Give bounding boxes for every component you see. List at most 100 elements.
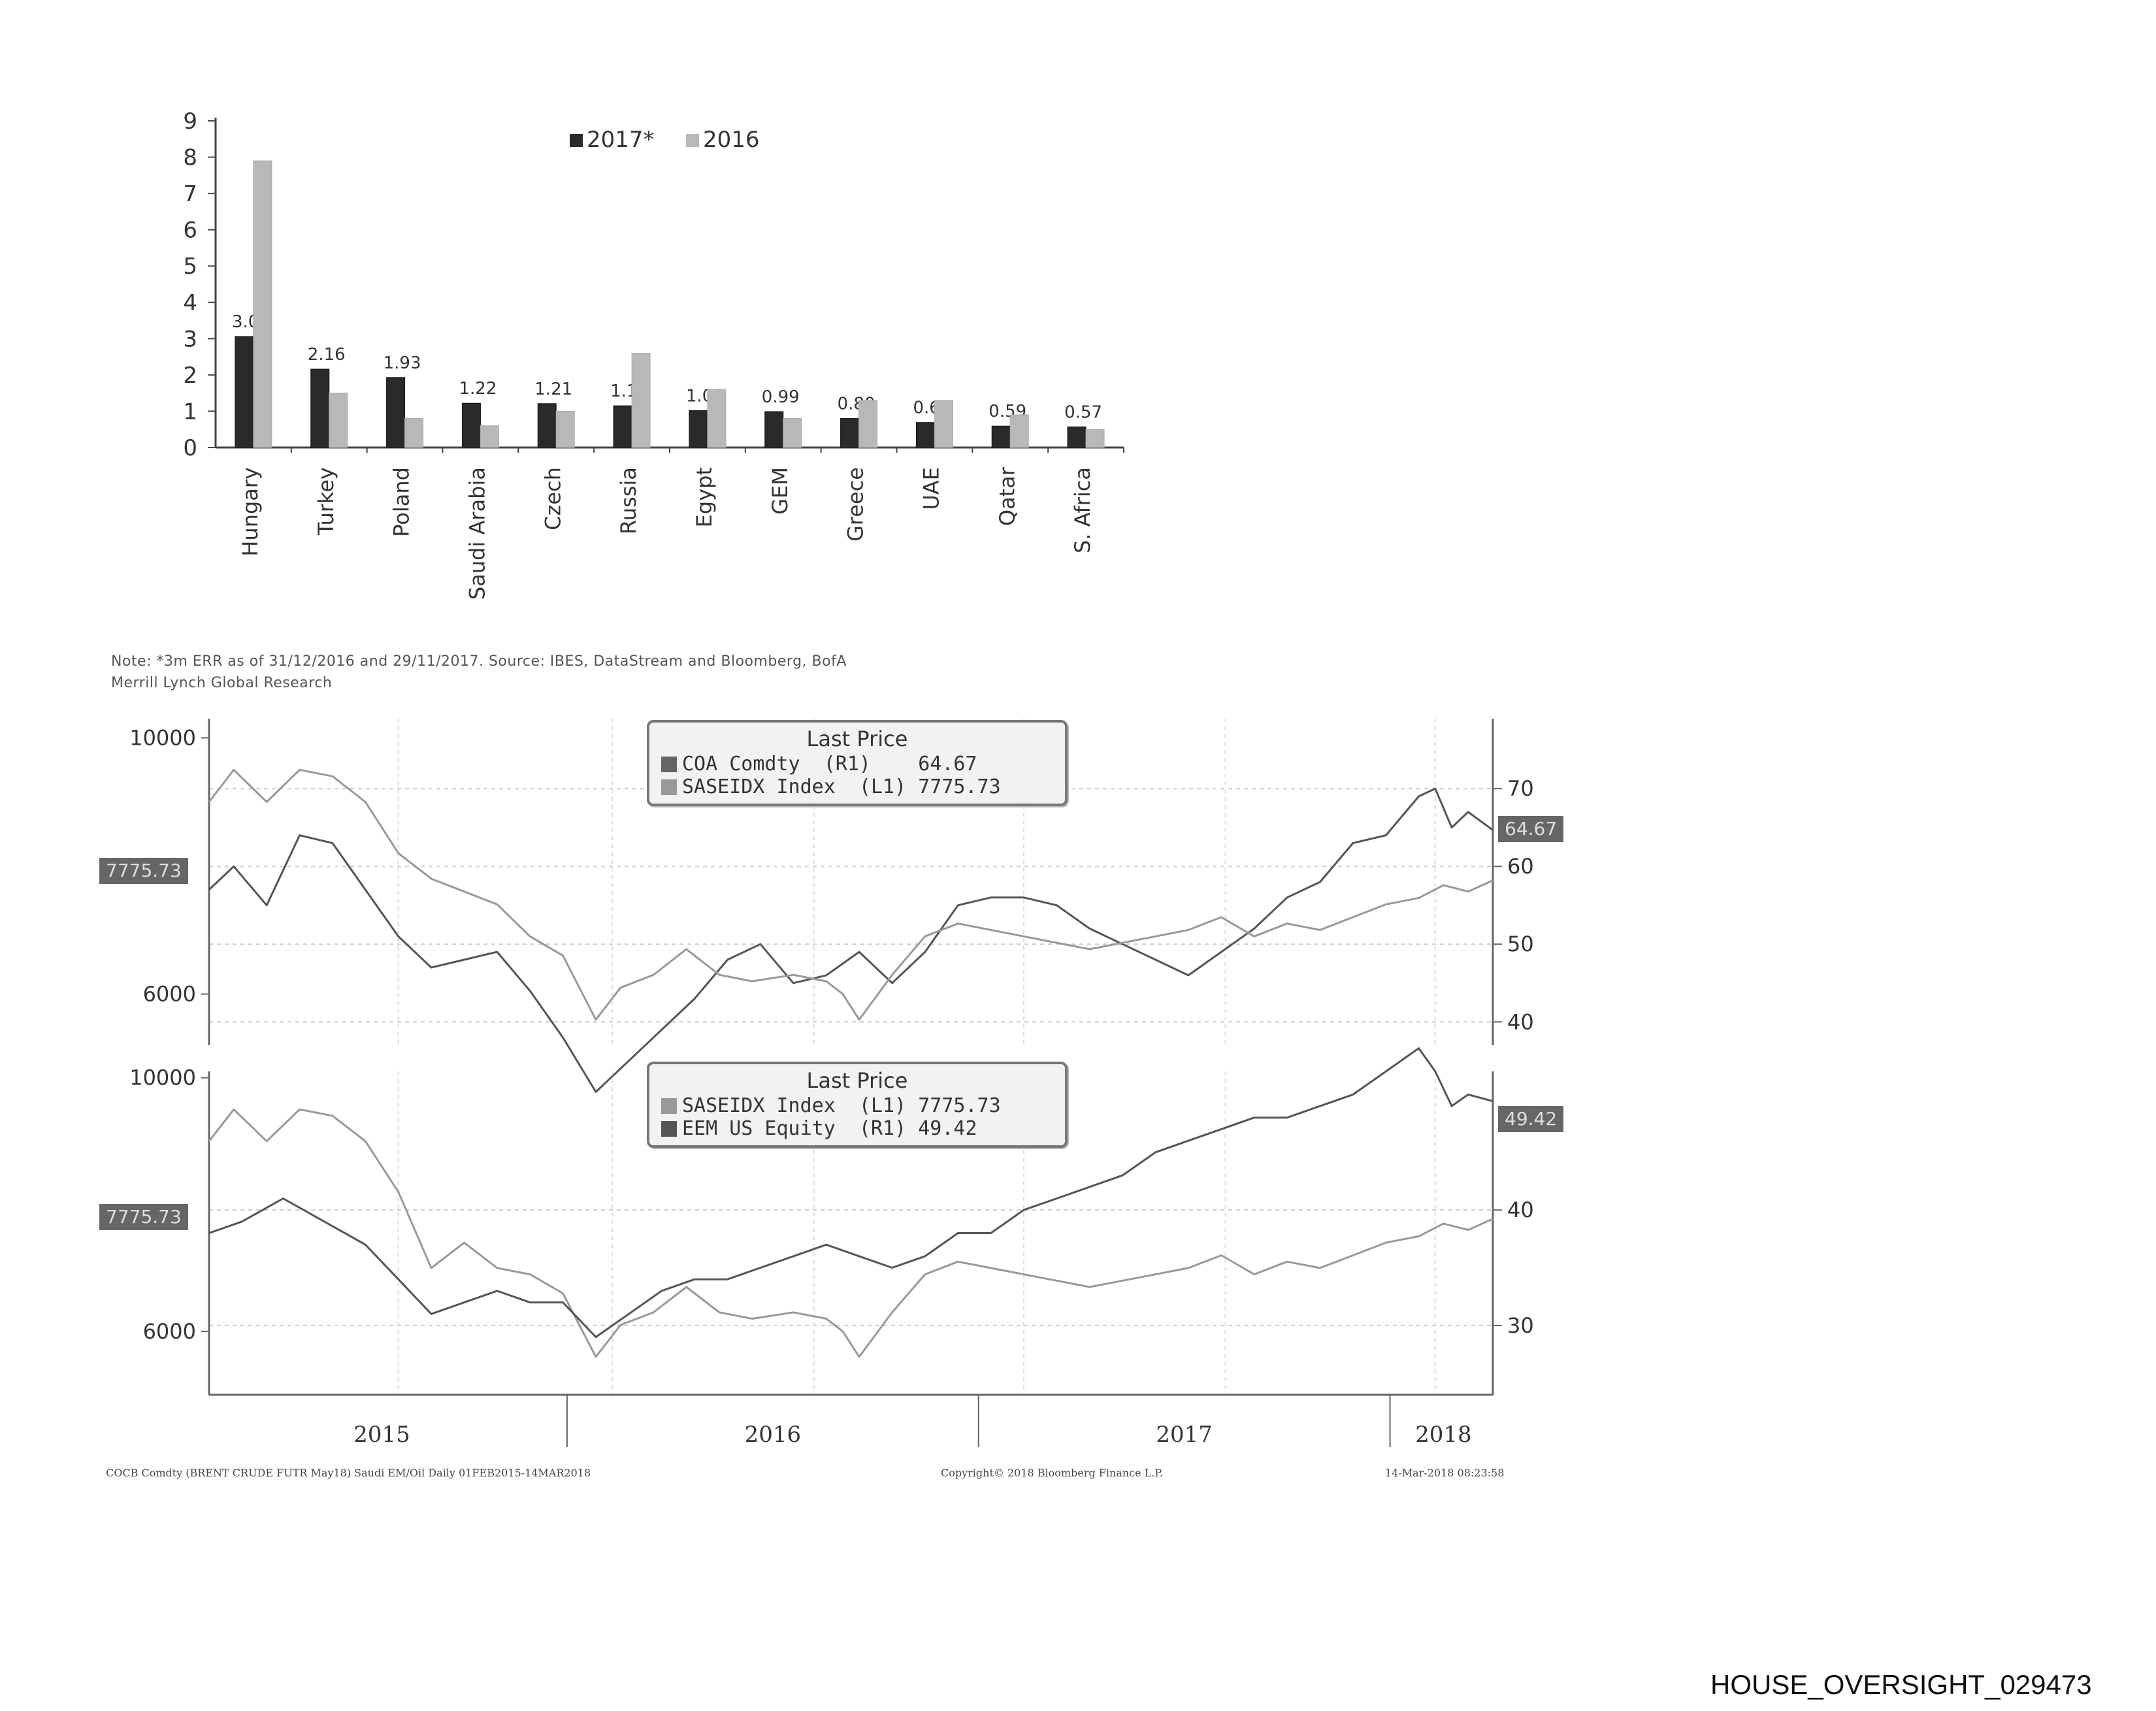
bottom-legend-row-eem: EEM US Equity (R1) 49.42 [661, 1117, 1053, 1140]
bar-y-tick-label: 8 [183, 145, 197, 171]
bar-2016-czech [555, 410, 575, 448]
bar-2016-qatar [1009, 414, 1029, 448]
bar-data-label: 2.16 [308, 345, 346, 365]
top-left-last-value-tag: 7775.73 [99, 858, 188, 884]
legend-swatch-2016 [686, 134, 699, 147]
right-tick-label: 40 [1507, 1198, 1534, 1222]
bar-2017-egypt [689, 410, 708, 448]
bottom-legend-swatch-eem [661, 1120, 677, 1137]
top-legend-title: Last Price [806, 726, 908, 751]
bar-chart-x-labels: Hungary Turkey Poland Saudi Arabia Czech Russ… [238, 466, 1095, 600]
bar-chart-y-axis: 0 1 2 3 4 5 6 7 8 9 [183, 108, 1124, 461]
bar-data-label: 1.22 [459, 379, 497, 399]
bar-2017-gem [764, 411, 784, 448]
bar-chart-bars: 3.062.16 1.931.22 1.21 1.15 1.02 0.99 0.80 0.69… [232, 160, 1105, 448]
bar-2017-turkey [310, 368, 330, 448]
bar-category-label: Qatar [994, 466, 1019, 526]
bottom-series-saseidx-index [208, 1108, 1494, 1358]
bottom-x-axis: 2015 2016 2017 2018 [209, 1393, 1493, 1448]
chart-note: Note: *3m ERR as of 31/12/2016 and 29/11… [111, 653, 847, 691]
bar-2016-uae [934, 400, 953, 448]
right-tick-label: 50 [1507, 932, 1534, 956]
right-tick-label: 70 [1507, 776, 1534, 801]
right-tick-label: 60 [1507, 854, 1534, 879]
chart-footer-right: 14-Mar-2018 08:23:58 [1385, 1467, 1505, 1479]
bar-category-label: UAE [919, 467, 943, 510]
chart-footer-left: COCB Comdty (BRENT CRUDE FUTR May18) Sau… [106, 1467, 591, 1479]
top-series-saseidx-index [208, 768, 1494, 1021]
bar-y-tick-label: 9 [183, 108, 197, 135]
x-tick-label: 2018 [1415, 1422, 1472, 1448]
bar-2016-s-africa [1085, 429, 1105, 448]
bottom-right-last-value-tag: 49.42 [1498, 1106, 1564, 1132]
bar-data-label: 0.99 [762, 387, 800, 407]
bar-2016-turkey [329, 393, 348, 448]
bar-y-tick-label: 0 [183, 435, 197, 461]
bar-2017-poland [386, 377, 406, 448]
bar-2016-poland [404, 418, 424, 448]
bar-2017-saudi-arabia [461, 402, 481, 448]
chart-note-line1: Note: *3m ERR as of 31/12/2016 and 29/11… [111, 653, 847, 670]
bottom-legend-swatch-saseidx [661, 1098, 677, 1114]
legend-label-2017: 2017* [587, 127, 655, 153]
top-axes: 6000 10000 40 50 60 70 [129, 719, 1534, 1045]
top-line-chart: 6000 10000 40 50 60 70 [129, 719, 1534, 1093]
top-legend-swatch-saseidx [661, 779, 677, 795]
bottom-left-last-value-tag: 7775.73 [99, 1204, 188, 1230]
top-series-coa-comdty [208, 787, 1494, 1093]
top-legend-row-saseidx: SASEIDX Index (L1) 7775.73 [661, 775, 1053, 798]
bar-category-label: Greece [843, 467, 868, 542]
bar-2017-russia [613, 405, 632, 448]
bar-y-tick-label: 2 [183, 363, 197, 389]
bar-data-label: 1.21 [534, 380, 572, 399]
bar-data-label: 0.57 [1064, 402, 1102, 422]
bar-y-tick-label: 4 [183, 290, 197, 316]
bar-category-label: Saudi Arabia [465, 467, 489, 600]
chart-footer-center: Copyright© 2018 Bloomberg Finance L.P. [941, 1467, 1163, 1479]
top-legend-text-coa: COA Comdty (R1) 64.67 [682, 753, 977, 775]
chart-note-line2: Merrill Lynch Global Research [111, 675, 333, 691]
x-tick-label: 2015 [353, 1422, 410, 1448]
x-tick-label: 2017 [1156, 1422, 1213, 1448]
left-tick-label: 10000 [129, 725, 196, 750]
bottom-legend-row-saseidx: SASEIDX Index (L1) 7775.73 [661, 1094, 1053, 1117]
top-legend-row-coa: COA Comdty (R1) 64.67 [661, 753, 1053, 775]
bar-chart-legend: 2017* 2016 [570, 127, 760, 153]
bar-2017-uae [915, 422, 935, 448]
bar-category-label: Egypt [692, 467, 717, 527]
bottom-axes: 6000 10000 30 40 [129, 1066, 1534, 1395]
bar-category-label: Hungary [238, 467, 263, 557]
bar-y-tick-label: 3 [183, 326, 197, 352]
top-legend-swatch-coa [661, 756, 677, 772]
bar-2016-greece [858, 400, 878, 448]
legend-swatch-2017 [570, 134, 583, 147]
bar-category-label: Czech [540, 467, 565, 530]
right-tick-label: 30 [1507, 1313, 1534, 1338]
top-right-last-value-tag: 64.67 [1498, 816, 1564, 842]
bottom-legend-text-saseidx: SASEIDX Index (L1) 7775.73 [682, 1094, 1001, 1117]
bar-y-tick-label: 1 [183, 399, 197, 425]
legend-label-2016: 2016 [703, 127, 760, 153]
bar-2016-gem [783, 418, 802, 448]
bar-2016-saudi-arabia [480, 425, 499, 448]
bar-category-label: S. Africa [1070, 467, 1095, 553]
bottom-legend-title: Last Price [806, 1068, 908, 1093]
bar-y-tick-label: 6 [183, 218, 197, 244]
bar-2017-qatar [991, 425, 1011, 448]
left-tick-label: 6000 [143, 982, 196, 1007]
bar-2017-s-africa [1067, 426, 1086, 448]
x-tick-label: 2016 [745, 1422, 802, 1448]
document-id: HOUSE_OVERSIGHT_029473 [1710, 1669, 2092, 1700]
bar-2017-greece [840, 418, 860, 448]
left-tick-label: 6000 [143, 1319, 196, 1344]
bar-data-label: 1.93 [384, 353, 421, 373]
bar-category-label: Turkey [314, 467, 338, 536]
bar-category-label: Russia [616, 467, 641, 534]
right-tick-label: 40 [1507, 1009, 1534, 1034]
top-legend-text-saseidx: SASEIDX Index (L1) 7775.73 [682, 775, 1001, 798]
bar-2017-czech [537, 403, 557, 448]
left-tick-label: 10000 [129, 1066, 196, 1090]
bar-2016-egypt [707, 389, 727, 448]
bar-y-tick-label: 5 [183, 253, 197, 280]
